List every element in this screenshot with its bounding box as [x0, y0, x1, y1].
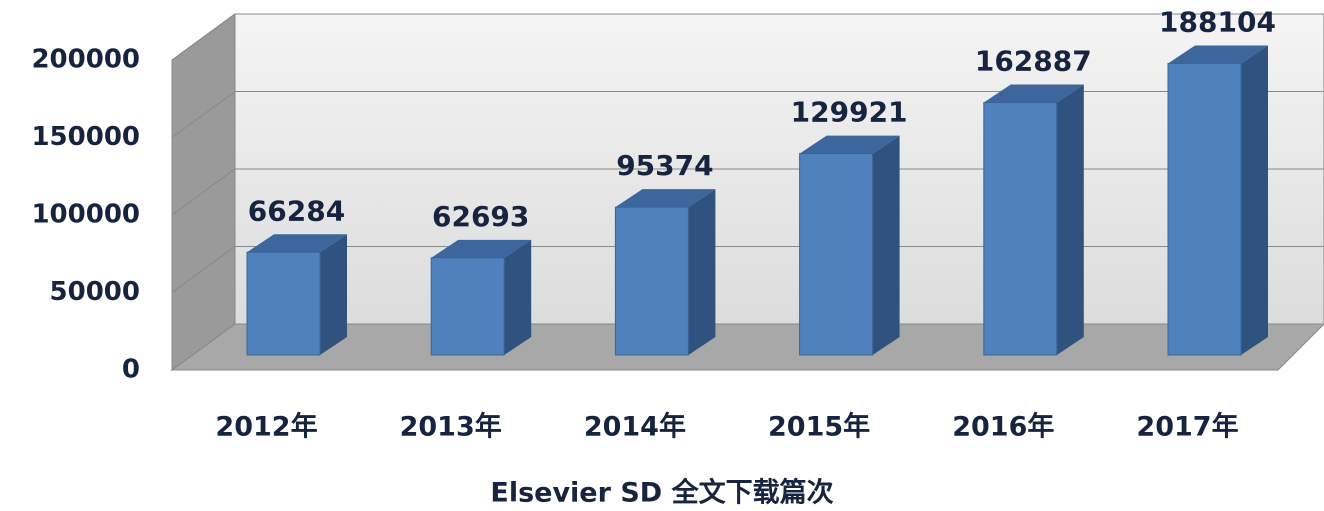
grid-line: [171, 168, 1324, 216]
bar: [983, 102, 1058, 356]
x-tick-label: 2013年: [400, 411, 502, 443]
x-tick-label: 2012年: [215, 411, 317, 443]
bar-top: [247, 234, 347, 253]
bar-side: [504, 239, 532, 355]
x-tick-label: 2016年: [952, 411, 1054, 443]
grid-line: [171, 246, 1324, 293]
bar-top: [1168, 45, 1268, 64]
bar: [430, 257, 505, 356]
data-label: 66284: [248, 194, 345, 227]
bar-top: [983, 84, 1084, 103]
grid-line: [171, 323, 1324, 371]
y-tick-label: 0: [122, 355, 140, 385]
y-tick-label: 100000: [31, 200, 140, 230]
chart-title: Elsevier SD 全文下载篇次: [490, 477, 833, 509]
bar: [614, 206, 689, 356]
x-tick-label: 2017年: [1136, 411, 1238, 443]
bar-top: [431, 239, 532, 258]
bar-side: [872, 135, 900, 355]
x-tick-label: 2015年: [768, 411, 870, 443]
data-label: 129921: [791, 96, 908, 129]
bar-top: [615, 189, 716, 208]
grid-line: [171, 13, 1324, 61]
bar-side: [320, 234, 347, 355]
bar-top: [799, 135, 900, 154]
data-label: 162887: [975, 45, 1092, 78]
x-tick-label: 2014年: [584, 411, 686, 443]
bar-side: [1056, 84, 1084, 355]
y-tick-label: 50000: [50, 277, 140, 307]
bar: [246, 251, 321, 356]
bar: [799, 153, 874, 356]
bar: [1167, 62, 1242, 356]
grid-line: [171, 91, 1324, 138]
y-tick-label: 150000: [31, 122, 140, 152]
bar-side: [1241, 45, 1268, 355]
data-label: 188104: [1159, 5, 1276, 38]
bar-side: [688, 189, 716, 355]
data-label: 62693: [432, 200, 529, 233]
data-label: 95374: [616, 149, 713, 182]
y-tick-label: 200000: [31, 45, 140, 75]
